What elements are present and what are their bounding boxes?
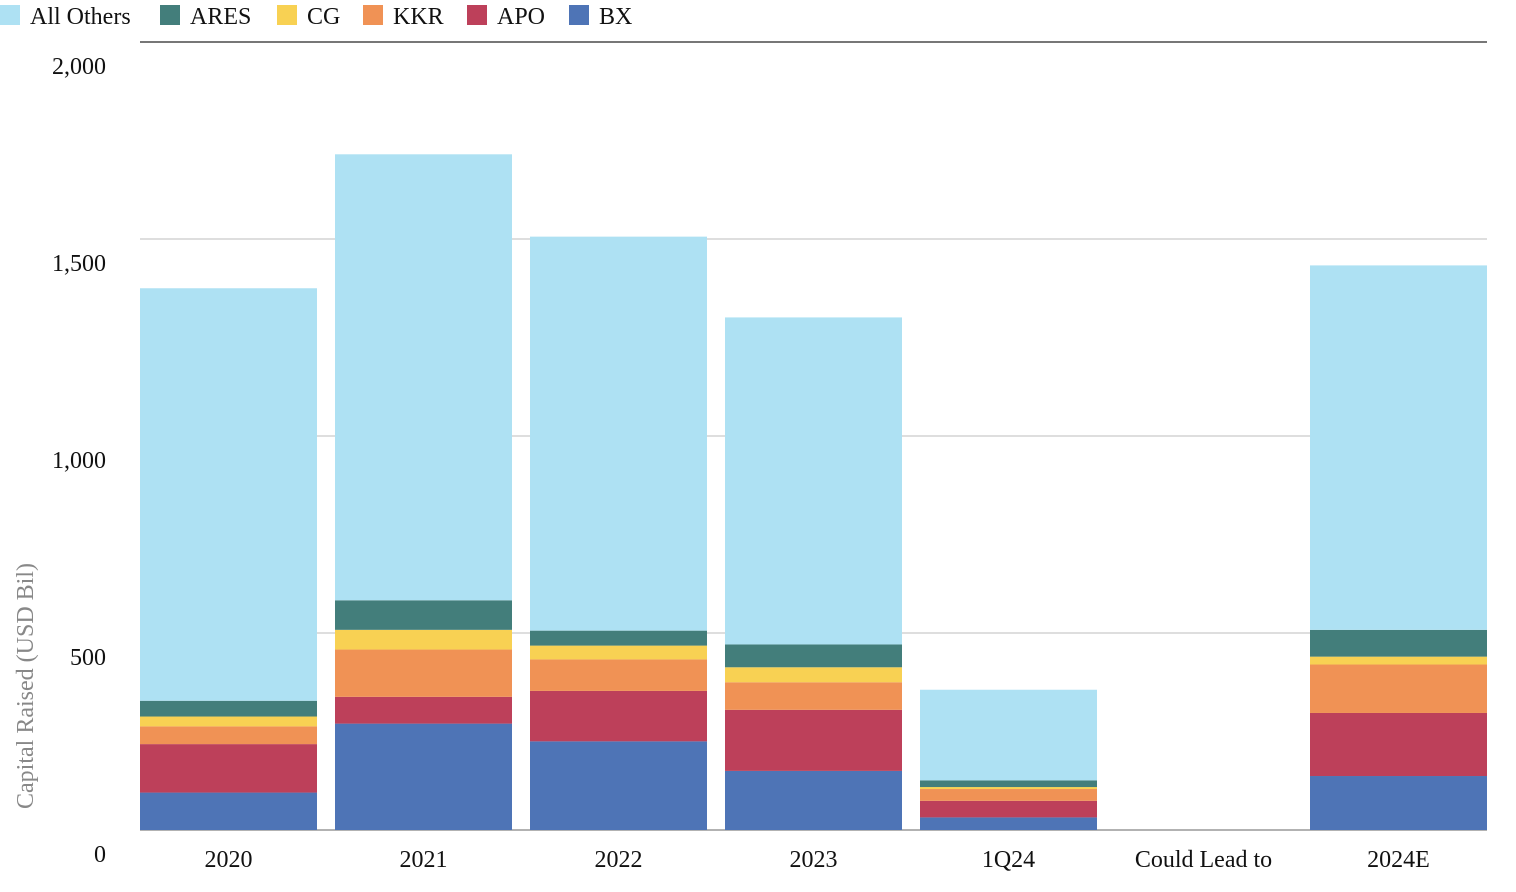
bar-kkr-2023 — [725, 682, 902, 710]
y-tick-label-1-500: 1,500 — [52, 251, 106, 277]
y-axis-label: Capital Raised (USD Bil) — [13, 563, 39, 809]
legend-label-apo: APO — [497, 4, 545, 30]
bar-bx-2020 — [140, 792, 317, 830]
bar-cg-2021 — [335, 629, 512, 650]
bar-all-others-2020 — [140, 288, 317, 701]
bar-bx-1q24 — [920, 817, 1097, 830]
bar-kkr-2022 — [530, 659, 707, 691]
bar-cg-2023 — [725, 667, 902, 683]
y-tick-label-2-000: 2,000 — [52, 54, 106, 80]
bars — [140, 154, 1487, 830]
bar-all-others-2024e — [1310, 265, 1487, 630]
x-tick-label-1q24: 1Q24 — [982, 847, 1035, 873]
bar-kkr-2024e — [1310, 664, 1487, 713]
bar-ares-2023 — [725, 644, 902, 668]
x-tick-label-2023: 2023 — [790, 847, 838, 873]
x-axis-ticks: 2020 2021 2022 2023 1Q24 Could Lead to 2024E — [205, 847, 1430, 873]
bar-apo-1q24 — [920, 800, 1097, 818]
bar-bx-2024e — [1310, 776, 1487, 830]
legend-swatch-kkr — [363, 5, 383, 25]
legend: All Others ARES CG KKR APO BX — [0, 4, 632, 30]
bar-ares-2022 — [530, 630, 707, 646]
bar-kkr-1q24 — [920, 789, 1097, 801]
bar-ares-1q24 — [920, 780, 1097, 788]
y-tick-label-1-000: 1,000 — [52, 448, 106, 474]
bar-kkr-2020 — [140, 726, 317, 745]
bar-bx-2022 — [530, 741, 707, 830]
bar-kkr-2021 — [335, 649, 512, 697]
legend-label-cg: CG — [307, 4, 340, 30]
bar-bx-2021 — [335, 723, 512, 830]
bar-cg-2022 — [530, 645, 707, 660]
legend-swatch-ares — [160, 5, 180, 25]
bar-all-others-1q24 — [920, 689, 1097, 781]
bar-cg-2024e — [1310, 656, 1487, 665]
bar-apo-2020 — [140, 744, 317, 793]
bar-ares-2024e — [1310, 629, 1487, 657]
bar-apo-2023 — [725, 709, 902, 771]
bar-apo-2022 — [530, 690, 707, 742]
bar-ares-2020 — [140, 700, 317, 717]
legend-swatch-cg — [277, 5, 297, 25]
bar-cg-2020 — [140, 716, 317, 727]
bar-ares-2021 — [335, 600, 512, 630]
bar-cg-1q24 — [920, 787, 1097, 790]
x-tick-label-2021: 2021 — [400, 847, 448, 873]
y-tick-label-0: 0 — [94, 842, 106, 868]
bar-all-others-2021 — [335, 154, 512, 601]
bar-bx-2023 — [725, 770, 902, 830]
x-tick-label-could-lead-to: Could Lead to — [1135, 847, 1272, 873]
legend-label-ares: ARES — [190, 4, 251, 30]
legend-label-kkr: KKR — [393, 4, 444, 30]
bar-apo-2024e — [1310, 712, 1487, 777]
legend-swatch-apo — [467, 5, 487, 25]
x-tick-label-2024e: 2024E — [1367, 847, 1430, 873]
legend-swatch-bx — [569, 5, 589, 25]
bar-all-others-2022 — [530, 236, 707, 631]
y-tick-label-500: 500 — [70, 645, 106, 671]
bar-all-others-2023 — [725, 317, 902, 645]
x-tick-label-2020: 2020 — [205, 847, 253, 873]
y-axis-ticks: 0 500 1,000 1,500 2,000 — [52, 54, 106, 868]
bar-apo-2021 — [335, 696, 512, 724]
legend-swatch-all-others — [0, 5, 20, 25]
legend-label-bx: BX — [599, 4, 632, 30]
legend-label-all-others: All Others — [30, 4, 131, 30]
x-tick-label-2022: 2022 — [595, 847, 643, 873]
